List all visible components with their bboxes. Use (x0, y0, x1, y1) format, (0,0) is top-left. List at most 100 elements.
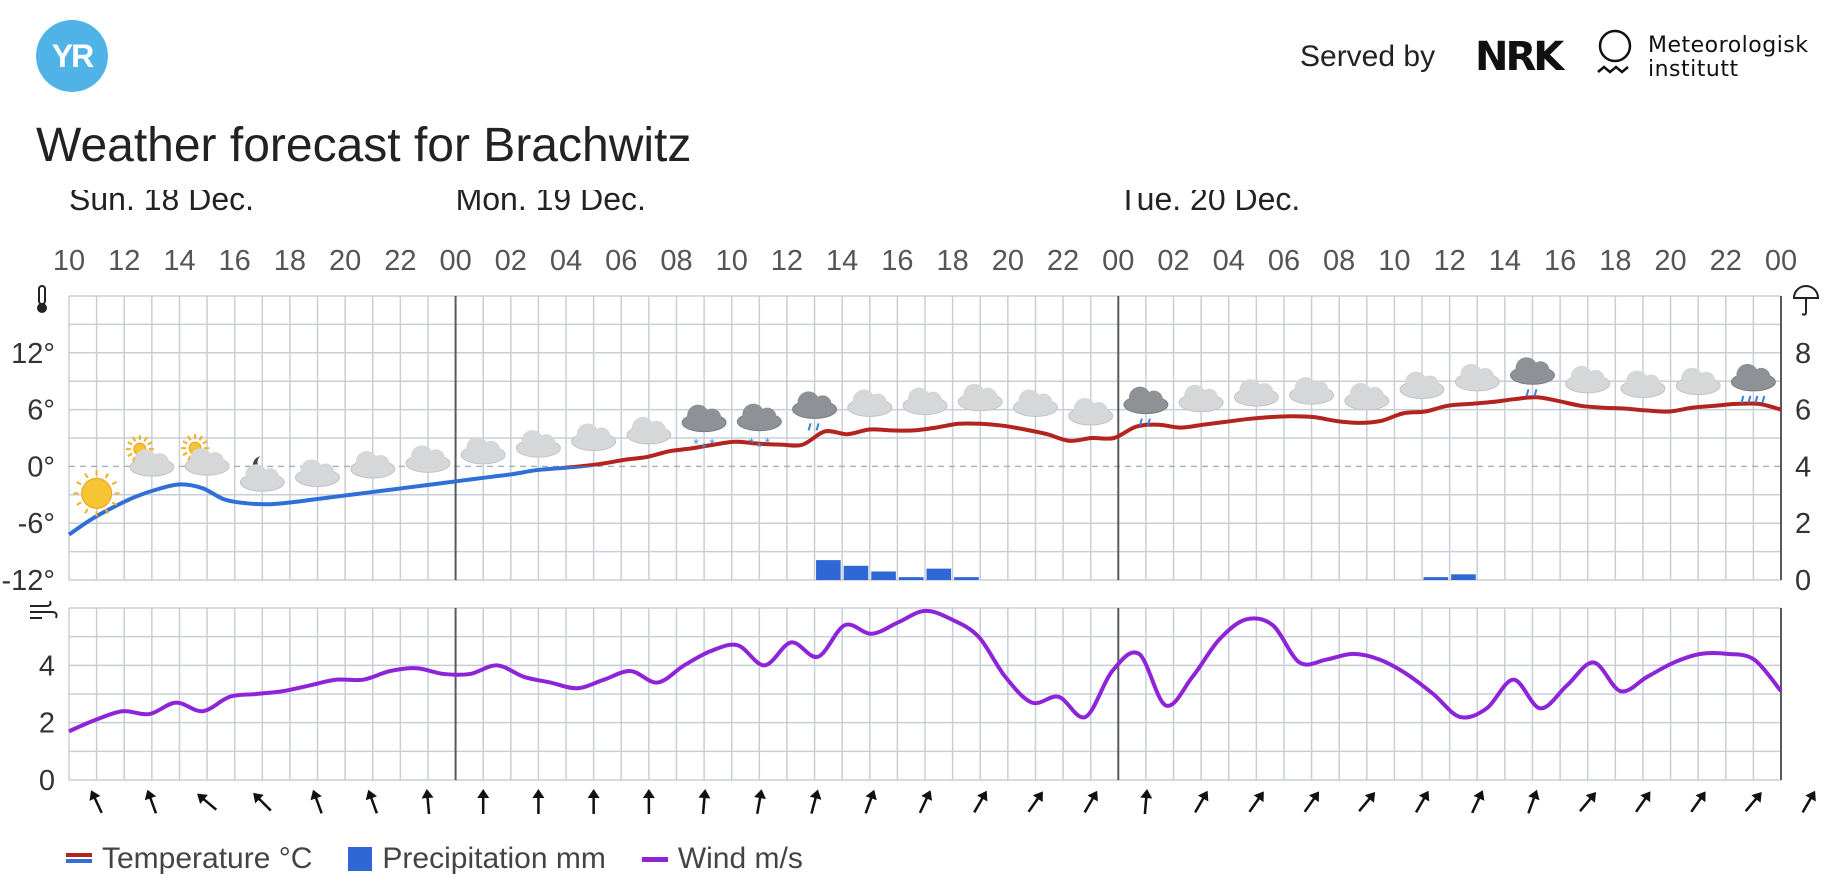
legend-temperature-label: Temperature °C (102, 842, 313, 875)
wind-direction-arrow (1027, 791, 1043, 813)
cloudy-icon (1178, 384, 1224, 413)
wind-direction-arrow (1248, 791, 1264, 813)
wind-arrow-head (1308, 791, 1320, 803)
wind-arrow-head (310, 789, 322, 801)
wind-direction-arrow (1471, 790, 1485, 814)
precipitation-tick-label: 2 (1795, 508, 1811, 540)
wind-arrow-head (1695, 791, 1706, 803)
wind-arrow-head (421, 789, 434, 799)
snowflake: * (693, 436, 699, 452)
temperature-line-warm (556, 395, 1782, 467)
temperature-line-cold (67, 466, 597, 537)
cloud-puff (908, 387, 930, 410)
cloud-puff (1570, 365, 1593, 388)
wind-arrow-head (1087, 790, 1098, 802)
cloud-puff (631, 416, 654, 439)
wind-arrow-head (1473, 790, 1485, 801)
cloudy-icon (295, 459, 341, 488)
sun-ray (131, 456, 137, 462)
cloudy-icon (626, 416, 672, 445)
temperature-swatch (66, 853, 92, 865)
cloud-puff (742, 403, 765, 426)
cloud-puff (1310, 381, 1329, 400)
wind-arrow-head (865, 789, 877, 801)
snow-icon: * * * (736, 403, 782, 455)
cloud-puff (576, 423, 599, 446)
met-institute-logo[interactable]: Meteorologisk institutt (1648, 34, 1809, 82)
cloudy-icon (405, 445, 451, 473)
cloud-puff (1089, 402, 1108, 420)
raindrop (1533, 389, 1538, 397)
snow-icon: * * * (681, 404, 727, 456)
sun-ray (131, 436, 137, 442)
wind-direction-arrow (1194, 790, 1209, 814)
cloudy-icon (1068, 398, 1114, 426)
wind-tick-label: 0 (39, 765, 55, 797)
wind-arrow-head (1140, 789, 1153, 799)
thermometer-bulb (37, 303, 47, 313)
thermometer-stem (38, 285, 46, 305)
precipitation-bar (843, 565, 869, 580)
sun-ray (182, 440, 188, 445)
precipitation-tick-label: 4 (1795, 451, 1811, 483)
day-label: Sun. 18 Dec. (69, 190, 254, 217)
raindrop (815, 423, 820, 431)
hour-tick-label: 20 (329, 245, 361, 277)
cloudy-icon (1399, 371, 1445, 399)
wind-arrow-head (1418, 790, 1430, 802)
sun-ray (143, 436, 148, 442)
wind-arrow-head (1197, 790, 1209, 802)
cloudy-icon (1675, 367, 1721, 396)
forecast-chart: Sun. 18 Dec. Mon. 19 Dec. Tue. 20 Dec. 10 12… (1, 190, 1820, 815)
cloud-puff (703, 408, 722, 427)
precipitation-bar (926, 568, 952, 580)
cloud-puff (592, 427, 611, 446)
wind-arrow-head (1640, 791, 1651, 803)
sun-ray (187, 435, 192, 441)
cloudy-icon (571, 423, 617, 452)
hour-tick-label: 00 (439, 245, 471, 277)
cloud-puff (924, 391, 942, 410)
wind-icon-lines (30, 600, 58, 619)
nrk-logo[interactable]: NRK (1475, 34, 1564, 80)
hour-tick-label: 14 (163, 245, 195, 277)
wind-arrow-head (1253, 791, 1264, 803)
yr-logo[interactable]: YR (36, 20, 108, 92)
wind-direction-arrow (310, 789, 323, 814)
cloudy-icon (847, 389, 893, 417)
temperature-tick-label: 12° (11, 338, 55, 370)
wind-arrow-head (642, 789, 655, 798)
cloud-puff (868, 393, 887, 412)
raindrop (1754, 395, 1759, 404)
page-title: Weather forecast for Brachwitz (36, 119, 692, 172)
met-institute-icon (1597, 29, 1632, 74)
cloud-puff (1034, 393, 1053, 412)
cloud-puff (1144, 390, 1163, 409)
wind-direction-arrow (197, 793, 218, 811)
wind-arrow-head (921, 790, 933, 801)
cloud-puff (1460, 363, 1483, 386)
umbrella-icon (1792, 285, 1820, 316)
raindrop (1747, 395, 1752, 404)
wind-direction-arrow (1358, 792, 1376, 812)
legend-precipitation-label: Precipitation mm (382, 842, 606, 875)
wind-line (68, 608, 1783, 734)
partly-cloudy-day-icon (125, 435, 175, 477)
hour-tick-label: 12 (1434, 245, 1466, 277)
cloud-puff (797, 391, 820, 414)
wind-direction-arrow (918, 790, 933, 814)
cloud-puff (1736, 363, 1759, 386)
hour-tick-label: 22 (384, 245, 416, 277)
partly-cloudy-day-icon (181, 434, 230, 476)
cloud-puff (1752, 367, 1771, 386)
wind-icon (30, 600, 58, 619)
hour-tick-label: 06 (1268, 245, 1300, 277)
hour-tick-label: 18 (936, 245, 968, 277)
chart-legend: Temperature °C Precipitation mm Wind m/s (66, 842, 803, 876)
cloud-puff (410, 445, 433, 468)
cloud-puff (1476, 367, 1495, 386)
legend-temperature: Temperature °C (66, 842, 312, 876)
cloudy-icon (1012, 389, 1058, 417)
raindrop (1525, 389, 1530, 397)
temperature-tick-label: -12° (1, 565, 55, 597)
